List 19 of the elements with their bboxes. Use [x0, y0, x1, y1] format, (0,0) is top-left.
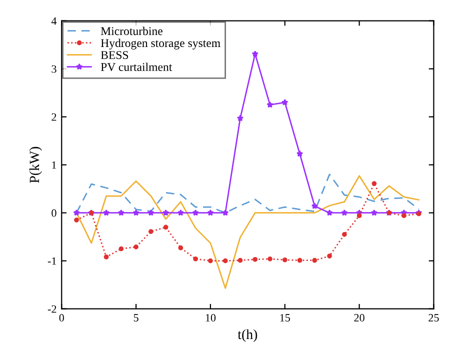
- x-tick-label: 10: [206, 314, 216, 322]
- y-tick-label: 3: [52, 65, 56, 73]
- x-tick-label: 5: [134, 314, 138, 322]
- y-tick-label: 2: [52, 113, 56, 121]
- y-tick-label: 1: [52, 161, 56, 169]
- legend-label: Hydrogen storage system: [100, 38, 220, 50]
- y-tick-label: 4: [51, 17, 57, 25]
- x-axis-title: t(h): [238, 329, 258, 342]
- legend-label: PV curtailment: [100, 62, 172, 72]
- legend-label: Microturbine: [100, 26, 162, 36]
- y-axis-title: P(kW): [29, 146, 42, 183]
- y-tick-label: 0: [52, 209, 56, 217]
- y-tick-label: -2: [48, 305, 56, 313]
- x-tick-label: 25: [428, 314, 439, 322]
- y-tick-label: -1: [48, 257, 56, 265]
- legend-label: BESS: [100, 51, 128, 60]
- x-tick-label: 0: [59, 314, 64, 322]
- x-tick-label: 15: [280, 314, 290, 322]
- x-tick-label: 20: [354, 314, 364, 322]
